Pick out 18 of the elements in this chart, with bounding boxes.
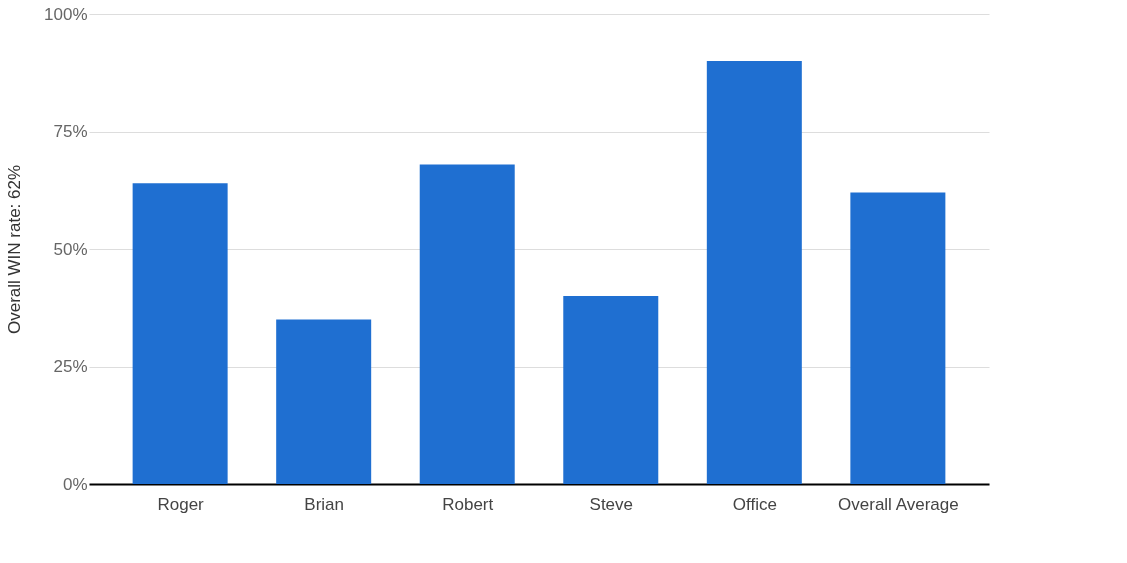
bar xyxy=(419,164,515,484)
x-tick-label: Brian xyxy=(304,494,345,514)
y-tick-label: 50% xyxy=(53,239,88,259)
y-tick-label: 75% xyxy=(53,122,88,141)
x-tick-label: Office xyxy=(732,494,777,514)
bar xyxy=(706,61,802,484)
y-axis-title: Overall WIN rate: 62% xyxy=(5,164,25,335)
bar xyxy=(132,183,228,484)
bar xyxy=(276,319,372,484)
bar xyxy=(563,296,659,484)
y-tick-label: 100% xyxy=(44,4,88,24)
x-tick-label: Roger xyxy=(157,494,205,514)
x-tick-label: Steve xyxy=(589,494,634,514)
y-tick-label: 25% xyxy=(53,357,88,376)
bar xyxy=(850,192,946,484)
x-tick-label: Robert xyxy=(442,494,494,514)
x-tick-label: Overall Average xyxy=(838,494,959,514)
y-tick-label: 0% xyxy=(62,474,88,494)
